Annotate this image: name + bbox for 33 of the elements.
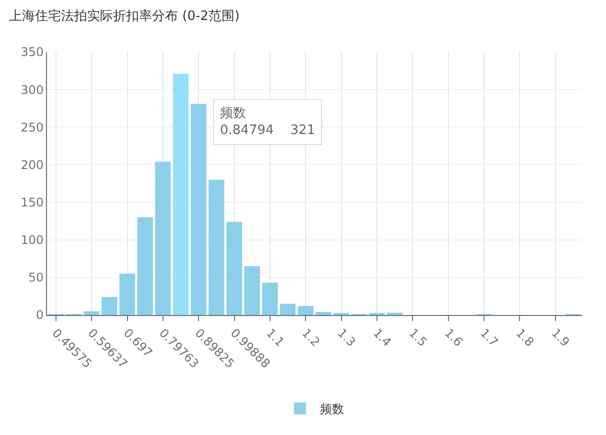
- bar: [262, 282, 278, 315]
- x-tick-label: 1.3: [334, 326, 358, 350]
- bar: [280, 304, 296, 315]
- y-tick-label: 100: [20, 233, 44, 248]
- y-tick-label: 150: [20, 195, 44, 210]
- bar: [137, 217, 153, 315]
- bar: [119, 274, 136, 315]
- y-tick-label: 0: [36, 308, 44, 322]
- bar: [298, 306, 314, 315]
- x-tick-label: 1.5: [406, 326, 430, 350]
- y-tick-label: 300: [20, 82, 44, 97]
- bar: [102, 296, 118, 315]
- x-tick-label: 1.2: [299, 326, 323, 350]
- bar: [208, 180, 224, 315]
- bar: [244, 266, 260, 315]
- bar: [172, 74, 189, 315]
- x-tick-label: 1.4: [370, 326, 394, 350]
- bar: [226, 222, 242, 315]
- y-tick-label: 200: [20, 158, 44, 172]
- annotation: 频数 0.84794 321: [220, 106, 316, 138]
- bar: [316, 312, 332, 315]
- chart-title: 上海住宅法拍实际折扣率分布 (0-2范围): [9, 8, 240, 24]
- x-tick-label: 1.8: [513, 326, 537, 350]
- x-tick-label: 1.9: [548, 326, 572, 350]
- y-tick-label: 250: [20, 120, 44, 134]
- bar: [190, 104, 206, 315]
- legend-label: 频数: [320, 402, 344, 416]
- bar: [84, 311, 100, 315]
- x-tick-label: 1.6: [442, 326, 466, 350]
- y-tick-label: 50: [28, 270, 44, 285]
- bar: [155, 162, 171, 315]
- y-tick-label: 350: [20, 45, 44, 60]
- x-tick-label: 1.7: [478, 326, 501, 350]
